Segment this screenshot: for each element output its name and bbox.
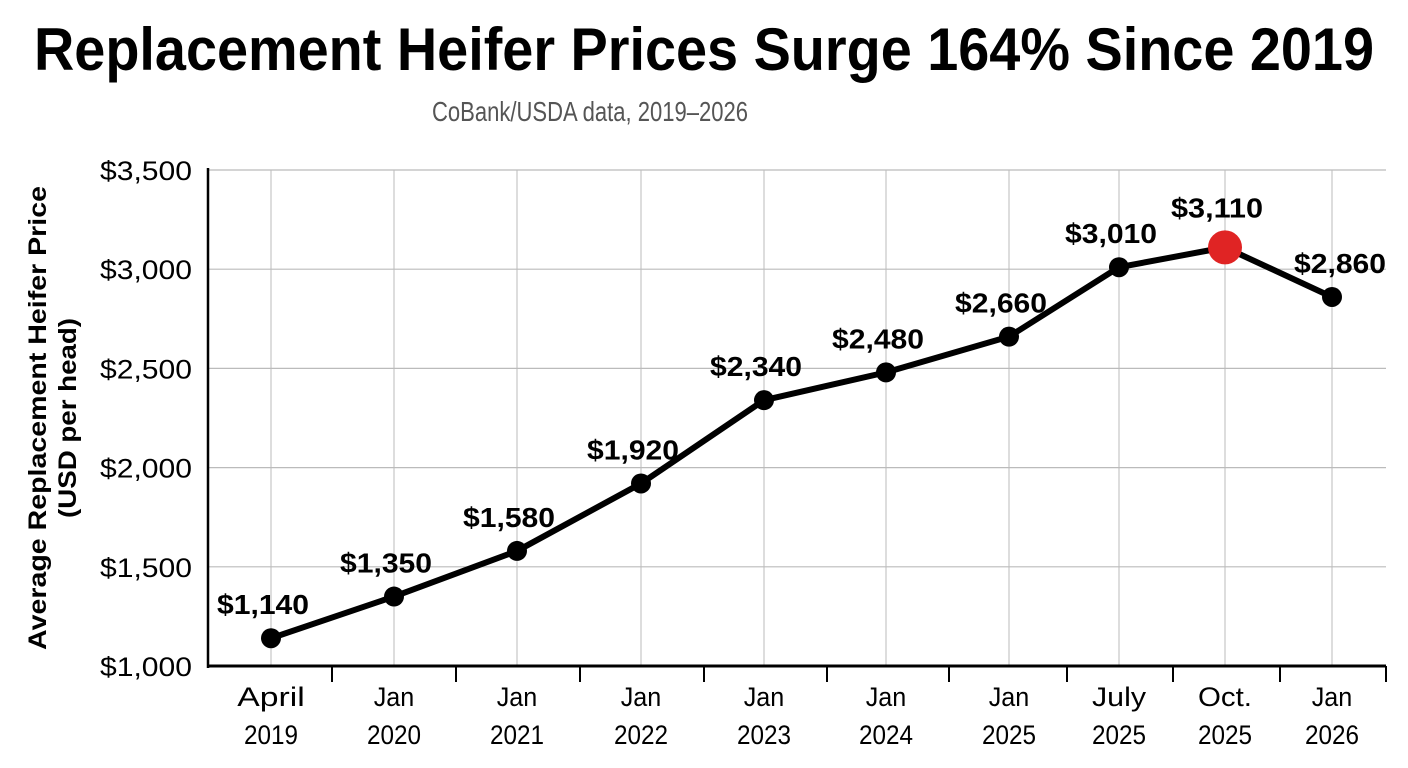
- y-tick-label: $1,000: [100, 652, 192, 682]
- data-point: [876, 362, 896, 383]
- y-tick-label: $1,500: [100, 553, 192, 583]
- data-point: [507, 540, 527, 561]
- data-label: $2,860: [1294, 248, 1386, 279]
- x-tick-label: July: [1092, 682, 1147, 712]
- data-label: $2,480: [832, 323, 924, 354]
- x-tick-label: 2021: [490, 720, 544, 750]
- y-axis-label-unit: (USD per head): [54, 318, 82, 518]
- data-point: [1322, 286, 1342, 307]
- x-tick-label: 2022: [614, 720, 668, 750]
- x-tick-label: 2025: [1198, 720, 1252, 750]
- x-tick-label: Jan: [621, 682, 662, 712]
- data-point: [1109, 257, 1129, 278]
- x-tick-label: 2026: [1305, 720, 1359, 750]
- data-label: $1,350: [340, 548, 432, 579]
- x-tick-label: 2025: [1092, 720, 1146, 750]
- y-axis-label: Average Replacement Heifer Price: [24, 186, 52, 650]
- data-label: $2,340: [710, 351, 802, 382]
- data-label: $1,140: [217, 589, 309, 620]
- x-tick-label: Jan: [866, 682, 907, 712]
- data-label: $3,110: [1171, 192, 1263, 223]
- x-tick-label: 2024: [859, 720, 913, 750]
- x-tick-label: Jan: [989, 682, 1030, 712]
- x-tick-label: Jan: [1312, 682, 1353, 712]
- y-tick-label: $2,500: [100, 354, 192, 384]
- x-tick-label: 2019: [244, 720, 298, 750]
- data-point: [261, 628, 281, 649]
- y-tick-label: $3,000: [100, 255, 192, 285]
- x-tick-label: 2023: [737, 720, 791, 750]
- chart-subtitle: CoBank/USDA data, 2019–2026: [432, 96, 748, 127]
- data-label: $1,580: [463, 502, 555, 533]
- x-tick-label: Jan: [744, 682, 785, 712]
- data-label: $1,920: [587, 434, 679, 465]
- x-tick-label: April: [237, 682, 305, 712]
- data-label: $2,660: [955, 288, 1047, 319]
- x-tick-label: 2020: [367, 720, 421, 750]
- series-line: [270, 244, 1334, 642]
- x-tick-label: 2025: [982, 720, 1036, 750]
- data-label: $3,010: [1065, 218, 1157, 249]
- y-tick-label: $3,500: [100, 156, 192, 186]
- data-point: [384, 586, 404, 607]
- data-point: [754, 390, 774, 411]
- data-point: [999, 326, 1019, 347]
- chart-title: Replacement Heifer Prices Surge 164% Sin…: [34, 16, 1374, 83]
- data-point: [631, 473, 651, 494]
- x-tick-label: Oct.: [1198, 682, 1252, 712]
- x-tick-label: Jan: [374, 682, 415, 712]
- highlight-point: [1208, 230, 1242, 265]
- y-tick-label: $2,000: [100, 454, 192, 484]
- x-tick-label: Jan: [497, 682, 538, 712]
